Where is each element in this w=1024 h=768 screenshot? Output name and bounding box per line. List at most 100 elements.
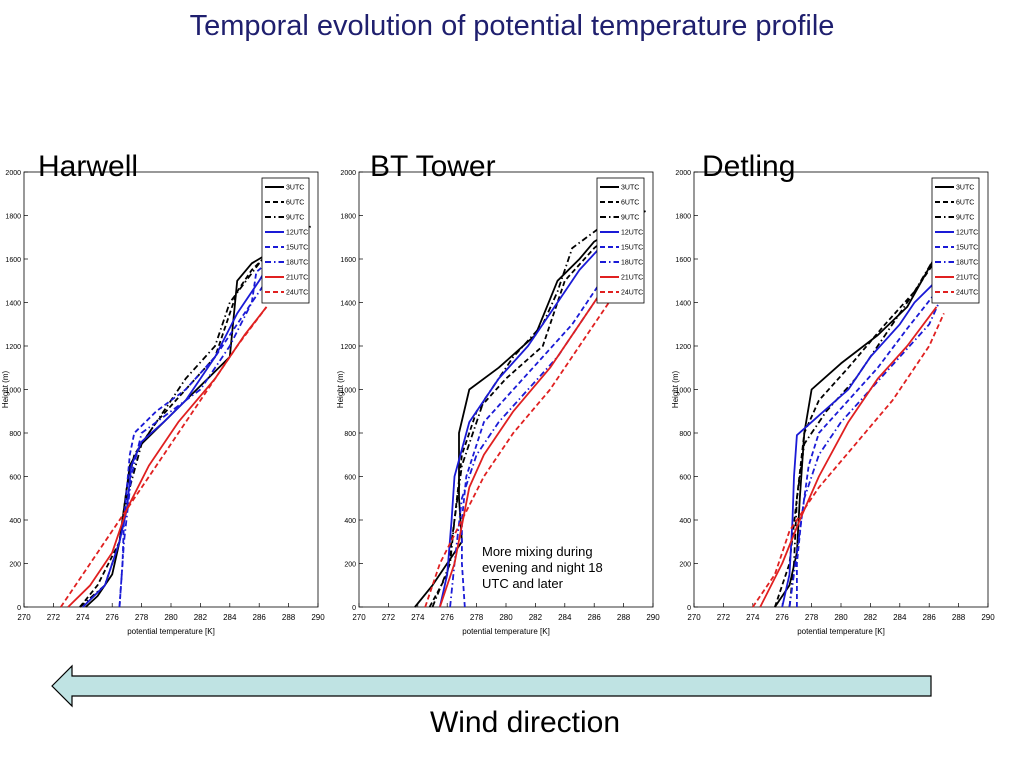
series-line-12utc	[82, 262, 271, 608]
y-tick-label: 1200	[5, 344, 21, 351]
x-tick-label: 274	[76, 613, 90, 622]
site-label-detling: Detling	[702, 150, 796, 183]
x-tick-label: 276	[106, 613, 120, 622]
y-axis-label: Height (m)	[336, 370, 345, 408]
profile-chart-harwell: 270 272 274 276 278 280 282 284 286 288 290 0 200 400…	[1, 170, 325, 636]
legend-label: 24UTC	[621, 290, 643, 297]
x-tick-label: 274	[746, 613, 760, 622]
legend-label: 15UTC	[956, 245, 978, 252]
x-tick-label: 290	[646, 613, 660, 622]
x-tick-label: 280	[499, 613, 513, 622]
legend-label: 9UTC	[621, 215, 639, 222]
legend-label: 3UTC	[956, 185, 974, 192]
series-line-24utc	[424, 301, 610, 608]
legend-box	[596, 177, 645, 304]
legend-label: 3UTC	[286, 185, 304, 192]
y-tick-label: 1400	[5, 301, 21, 308]
y-tick-label: 2000	[675, 170, 691, 177]
y-tick-label: 400	[9, 518, 21, 525]
x-axis-label: potential temperature [K]	[462, 627, 550, 636]
legend-label: 21UTC	[956, 275, 978, 282]
legend-label: 15UTC	[621, 245, 643, 252]
x-axis-label: potential temperature [K]	[127, 627, 215, 636]
y-tick-label: 2000	[340, 170, 356, 177]
x-tick-label: 282	[194, 613, 208, 622]
x-tick-label: 290	[981, 613, 995, 622]
legend-box	[931, 177, 980, 304]
series-line-9utc	[431, 210, 646, 608]
series-line-21utc	[759, 306, 938, 608]
y-tick-label: 2000	[5, 170, 21, 177]
x-tick-label: 280	[834, 613, 848, 622]
legend-label: 24UTC	[956, 290, 978, 297]
legend-label: 15UTC	[286, 245, 308, 252]
y-tick-label: 800	[344, 431, 356, 438]
y-tick-label: 1000	[340, 388, 356, 395]
site-label-harwell: Harwell	[38, 150, 139, 183]
legend-label: 18UTC	[621, 260, 643, 267]
wind-direction-arrow	[51, 664, 932, 708]
legend-label: 12UTC	[286, 230, 308, 237]
chart-panel-bt-tower: 270 272 274 276 278 280 282 284 286 288 290 0 200 400…	[335, 158, 675, 648]
x-tick-label: 288	[282, 613, 296, 622]
x-tick-label: 280	[164, 613, 178, 622]
x-tick-label: 272	[47, 613, 61, 622]
x-tick-label: 288	[952, 613, 966, 622]
y-tick-label: 0	[17, 605, 21, 612]
slide-title: Temporal evolution of potential temperat…	[189, 10, 835, 42]
profile-chart-detling: 270 272 274 276 278 280 282 284 286 288 290 0 200 400…	[671, 170, 995, 636]
x-tick-label: 286	[588, 613, 602, 622]
y-tick-label: 600	[9, 475, 21, 482]
legend-label: 18UTC	[286, 260, 308, 267]
chart-panel-harwell: 270 272 274 276 278 280 282 284 286 288 290 0 200 400…	[0, 158, 340, 648]
x-tick-label: 270	[352, 613, 366, 622]
legend-box	[261, 177, 310, 304]
y-tick-label: 1400	[675, 301, 691, 308]
legend-label: 3UTC	[621, 185, 639, 192]
series-line-18utc	[118, 280, 268, 608]
y-tick-label: 400	[344, 518, 356, 525]
y-tick-label: 1600	[675, 257, 691, 264]
legend-label: 9UTC	[956, 215, 974, 222]
series-line-21utc	[439, 291, 603, 608]
y-tick-label: 1200	[675, 344, 691, 351]
y-tick-label: 1200	[340, 344, 356, 351]
y-tick-label: 1600	[340, 257, 356, 264]
x-tick-label: 288	[617, 613, 631, 622]
y-tick-label: 600	[679, 475, 691, 482]
x-tick-label: 276	[776, 613, 790, 622]
chart-panel-detling: 270 272 274 276 278 280 282 284 286 288 290 0 200 400…	[670, 158, 1010, 648]
legend-label: 24UTC	[286, 290, 308, 297]
y-tick-label: 200	[9, 562, 21, 569]
series-line-3utc	[414, 223, 625, 608]
legend-label: 6UTC	[621, 200, 639, 207]
y-tick-label: 1000	[5, 388, 21, 395]
x-tick-label: 278	[135, 613, 149, 622]
y-tick-label: 0	[352, 605, 356, 612]
legend-label: 21UTC	[286, 275, 308, 282]
mixing-annotation: More mixing during evening and night 18 …	[482, 544, 603, 591]
legend-label: 21UTC	[621, 275, 643, 282]
series-line-18utc	[449, 280, 610, 608]
x-tick-label: 290	[311, 613, 325, 622]
y-tick-label: 1400	[340, 301, 356, 308]
series-line-3utc	[85, 253, 267, 608]
y-tick-label: 1800	[675, 214, 691, 221]
x-tick-label: 284	[893, 613, 907, 622]
y-tick-label: 1600	[5, 257, 21, 264]
series-line-24utc	[60, 306, 268, 608]
profile-chart-bt-tower: 270 272 274 276 278 280 282 284 286 288 290 0 200 400…	[336, 170, 660, 636]
site-label-bt-tower: BT Tower	[370, 150, 496, 183]
y-axis-label: Height (m)	[1, 370, 10, 408]
series-line-15utc	[796, 291, 938, 607]
x-tick-label: 270	[17, 613, 31, 622]
x-tick-label: 286	[923, 613, 937, 622]
series-line-15utc	[461, 247, 610, 608]
x-tick-label: 272	[717, 613, 731, 622]
y-tick-label: 800	[9, 431, 21, 438]
series-line-9utc	[788, 254, 938, 608]
y-tick-label: 200	[344, 562, 356, 569]
y-tick-label: 1800	[340, 214, 356, 221]
x-tick-label: 282	[864, 613, 878, 622]
x-tick-label: 276	[441, 613, 455, 622]
